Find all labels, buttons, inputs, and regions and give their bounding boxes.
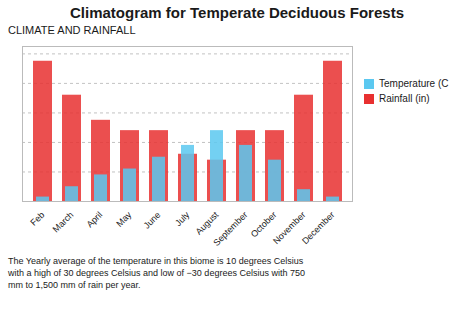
html-text:CLIMATE AND RAINFALL: CLIMATE AND RAINFALL [8, 24, 136, 36]
svg-text:June: June [142, 210, 163, 231]
svg-text:September: September [211, 210, 249, 248]
svg-text:December: December [300, 210, 336, 246]
svg-text:Feb: Feb [28, 210, 46, 228]
html-text:The Yearly average of the temp: The Yearly average of the temperature in… [8, 256, 305, 291]
svg-text:October: October [248, 209, 279, 240]
html-text:Rainfall (in): Rainfall (in) [379, 93, 430, 104]
svg-text:March: March [51, 210, 76, 235]
svg-text:May: May [114, 209, 133, 228]
svg-text:November: November [271, 209, 308, 247]
html-text:Temperature (C: Temperature (C [379, 78, 449, 89]
svg-text:April: April [85, 210, 105, 230]
html-text:Climatogram for Temperate Deci: Climatogram for Temperate Deciduous Fore… [70, 4, 404, 21]
svg-text:July: July [173, 209, 192, 228]
svg-text:August: August [194, 209, 221, 236]
